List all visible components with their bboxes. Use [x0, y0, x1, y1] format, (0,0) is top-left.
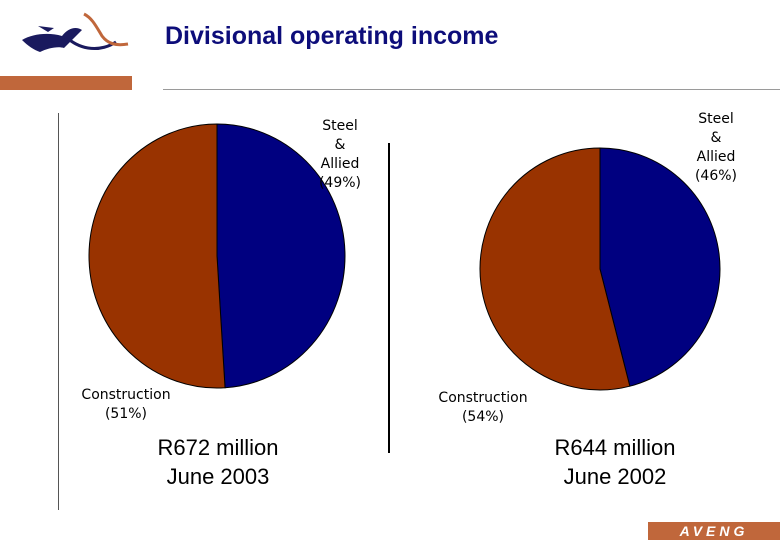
- header-divider: [163, 89, 780, 90]
- pie-2003-slice-construction: [88, 123, 226, 389]
- pie-2003-slice-steel-allied: [216, 123, 346, 389]
- footer-brand-bar: AVENG: [648, 522, 780, 540]
- aveng-horse-logo-icon: [22, 12, 129, 52]
- pie-2003-label-steel: Steel & Allied (49%): [318, 118, 362, 191]
- center-divider: [388, 143, 390, 453]
- pie-2002-label-construction: Construction (54%): [438, 390, 528, 425]
- pie-2002-slice-steel-allied: [599, 147, 721, 387]
- footer-brand-text: AVENG: [679, 523, 749, 539]
- page-title: Divisional operating income: [165, 22, 499, 50]
- header-accent-bar: [0, 76, 132, 90]
- pie-2003-caption: R672 million June 2003: [157, 435, 279, 489]
- pie-2002-caption: R644 million June 2002: [554, 435, 676, 489]
- left-margin-line: [58, 113, 59, 510]
- pie-2003-label-construction: Construction (51%): [81, 387, 171, 422]
- pie-2002-slice-construction: [479, 147, 631, 391]
- pie-2002-label-steel: Steel & Allied (46%): [694, 111, 738, 184]
